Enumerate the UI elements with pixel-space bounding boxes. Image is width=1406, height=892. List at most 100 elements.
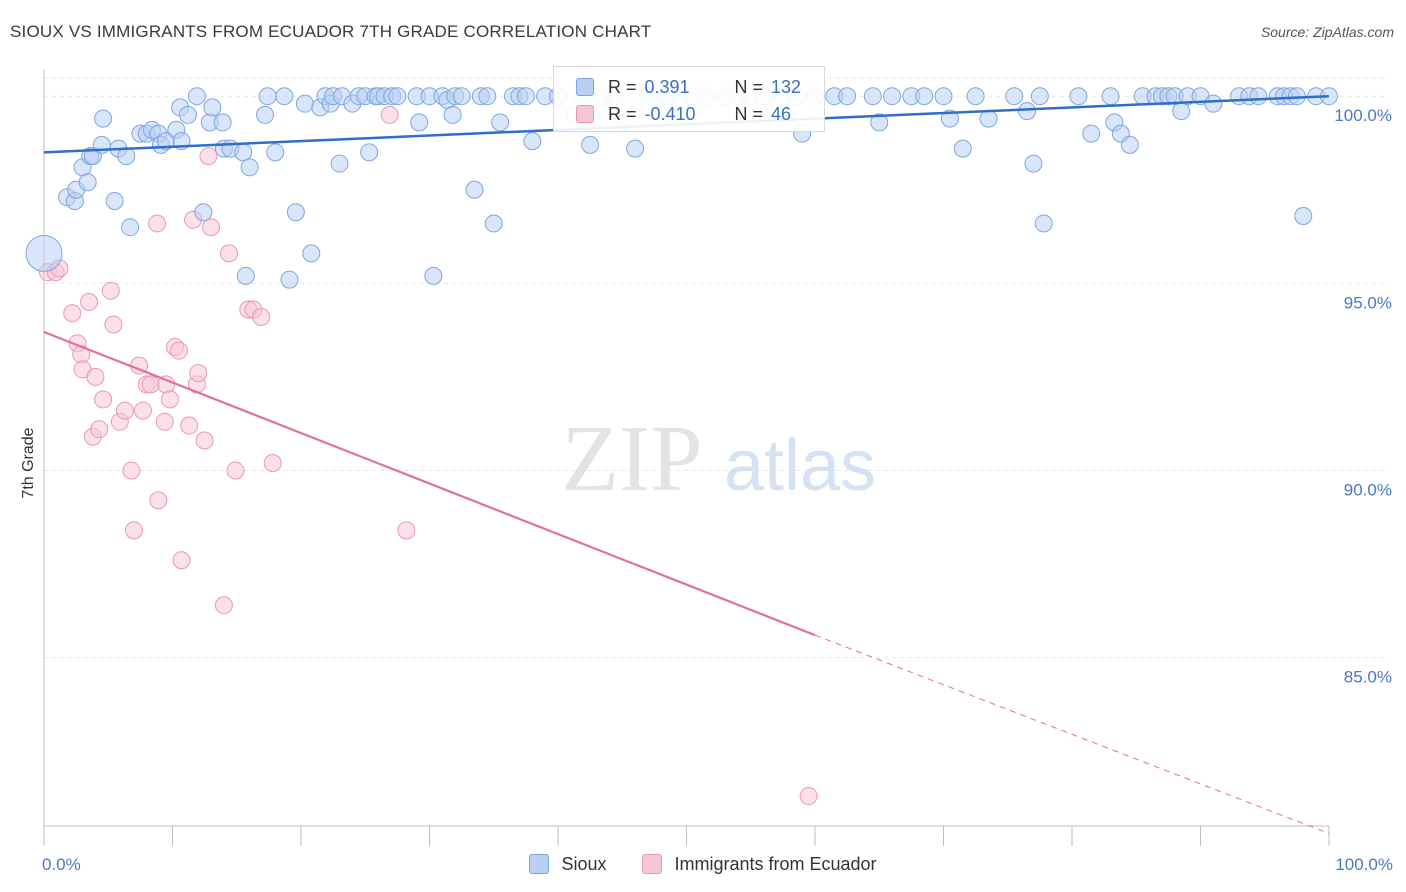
x-tick-labels: 0.0% 100.0% — [42, 855, 1393, 874]
sioux-point — [1172, 102, 1191, 121]
sioux-point — [1204, 94, 1223, 113]
sioux-point — [953, 139, 972, 158]
sioux-point — [581, 135, 600, 154]
ecuador-point — [380, 105, 399, 124]
y-axis-label: 7th Grade — [20, 427, 37, 498]
sioux-point — [78, 173, 97, 192]
legend-n-label: N = — [734, 103, 764, 124]
sioux-point — [213, 113, 232, 132]
ecuador-trend-line — [43, 330, 816, 637]
watermark-zip: ZIP — [562, 407, 703, 511]
stats-legend: R = 0.391 N = 132 R = -0.410 N = 46 — [553, 66, 825, 132]
ecuador-point — [122, 461, 141, 480]
ecuador-point — [214, 596, 233, 615]
sioux-point — [1018, 102, 1037, 121]
sioux-point — [1294, 206, 1313, 225]
y-tick-label: 100.0% — [1334, 106, 1392, 125]
ecuador-point — [160, 390, 179, 409]
legend-r-label: R = — [608, 103, 637, 124]
y-tick-label: 95.0% — [1344, 293, 1392, 312]
ecuador-point — [141, 375, 160, 394]
sioux-point — [266, 143, 285, 162]
ecuador-points — [38, 105, 818, 806]
sioux-point — [360, 143, 379, 162]
sioux-point — [424, 266, 443, 285]
sioux-point — [121, 218, 140, 237]
ecuador-point — [263, 453, 282, 472]
ecuador-point — [133, 401, 152, 420]
legend-row-sioux: R = 0.391 N = 132 — [576, 75, 801, 99]
ecuador-point — [148, 214, 167, 233]
sioux-point — [240, 158, 259, 177]
legend-row-ecuador: R = -0.410 N = 46 — [576, 102, 791, 126]
sioux-point — [280, 270, 299, 289]
sioux-point — [194, 203, 213, 222]
sioux-point — [1101, 87, 1120, 106]
legend-swatch-ecuador — [576, 105, 594, 123]
series-legend: Sioux Immigrants from Ecuador — [0, 852, 1406, 876]
sioux-point — [258, 87, 277, 106]
sioux-point — [286, 203, 305, 222]
sioux-point — [1082, 124, 1101, 143]
watermark-atlas: atlas — [724, 426, 876, 506]
sioux-point — [178, 105, 197, 124]
ecuador-point — [101, 281, 120, 300]
y-tick-label: 90.0% — [1344, 480, 1392, 499]
sioux-point — [94, 109, 113, 128]
sioux-point — [1034, 214, 1053, 233]
ecuador-point — [169, 341, 188, 360]
legend-item-sioux[interactable]: Sioux — [529, 854, 606, 875]
sioux-point — [1024, 154, 1043, 173]
sioux-point — [25, 234, 63, 272]
y-tick-label: 85.0% — [1344, 668, 1392, 687]
legend-swatch-ecuador — [642, 854, 663, 874]
axes — [43, 70, 1330, 846]
legend-r-value: -0.410 — [644, 103, 696, 124]
legend-r-label: R = — [608, 76, 637, 97]
ecuador-point — [90, 420, 109, 439]
sioux-point — [1030, 87, 1049, 106]
ecuador-point — [79, 293, 98, 312]
sioux-point — [1249, 87, 1268, 106]
y-tick-labels: 85.0% 90.0% 95.0% 100.0% — [1334, 106, 1392, 686]
sioux-point — [234, 143, 253, 162]
legend-label-ecuador: Immigrants from Ecuador — [674, 853, 877, 874]
ecuador-point — [189, 364, 208, 383]
sioux-point — [443, 105, 462, 124]
sioux-point — [275, 87, 294, 106]
sioux-point — [236, 266, 255, 285]
chart-title: SIOUX VS IMMIGRANTS FROM ECUADOR 7TH GRA… — [10, 22, 652, 41]
sioux-point — [1005, 87, 1024, 106]
sioux-point — [478, 87, 497, 106]
ecuador-point — [124, 521, 143, 540]
ecuador-point — [252, 308, 271, 327]
sioux-point — [484, 214, 503, 233]
sioux-point — [105, 191, 124, 210]
ecuador-point — [115, 401, 134, 420]
ecuador-point — [155, 412, 174, 431]
legend-n-label: N = — [734, 76, 764, 97]
sioux-point — [388, 87, 407, 106]
sioux-point — [1120, 135, 1139, 154]
ecuador-point — [202, 218, 221, 237]
sioux-point — [491, 113, 510, 132]
sioux-point — [302, 244, 321, 263]
ecuador-point — [397, 521, 416, 540]
sioux-point — [883, 87, 902, 106]
sioux-point — [523, 132, 542, 151]
legend-item-ecuador[interactable]: Immigrants from Ecuador — [642, 853, 877, 875]
sioux-point — [203, 98, 222, 117]
ecuador-point — [149, 491, 168, 510]
legend-swatch-sioux — [576, 78, 594, 96]
ecuador-point — [220, 244, 239, 263]
legend-r-value: 0.391 — [644, 76, 690, 97]
sioux-point — [465, 180, 484, 199]
sioux-point — [516, 87, 535, 106]
sioux-point — [940, 109, 959, 128]
x-tick-label: 100.0% — [1335, 855, 1393, 874]
legend-label-sioux: Sioux — [561, 853, 607, 874]
x-tick-label: 0.0% — [42, 855, 81, 874]
sioux-point — [863, 87, 882, 106]
sioux-point — [410, 113, 429, 132]
